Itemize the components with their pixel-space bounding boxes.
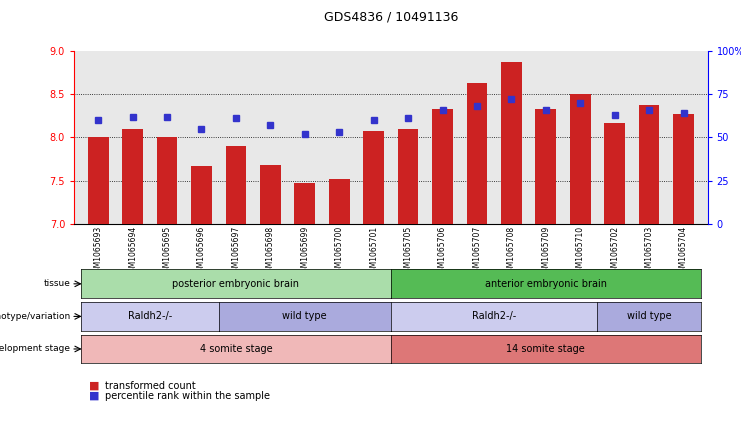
Bar <box>467 83 488 224</box>
Text: posterior embryonic brain: posterior embryonic brain <box>173 279 299 289</box>
Bar <box>501 62 522 224</box>
Bar <box>191 166 212 224</box>
Bar <box>432 109 453 224</box>
Bar <box>225 146 246 224</box>
Text: genotype/variation: genotype/variation <box>0 312 70 321</box>
Bar <box>674 114 694 224</box>
Bar <box>398 129 419 224</box>
Bar <box>157 137 177 224</box>
Text: tissue: tissue <box>44 279 70 288</box>
Bar <box>536 109 556 224</box>
Bar <box>605 123 625 224</box>
Text: GDS4836 / 10491136: GDS4836 / 10491136 <box>324 11 458 24</box>
Text: Raldh2-/-: Raldh2-/- <box>472 311 516 321</box>
Text: 14 somite stage: 14 somite stage <box>506 344 585 354</box>
Bar <box>88 137 108 224</box>
Text: wild type: wild type <box>627 311 671 321</box>
Text: ■: ■ <box>89 390 99 401</box>
Text: 4 somite stage: 4 somite stage <box>199 344 272 354</box>
Bar <box>329 179 350 224</box>
Text: transformed count: transformed count <box>105 381 196 391</box>
Text: wild type: wild type <box>282 311 327 321</box>
Text: Raldh2-/-: Raldh2-/- <box>127 311 172 321</box>
Text: anterior embryonic brain: anterior embryonic brain <box>485 279 607 289</box>
Bar <box>122 129 143 224</box>
Text: percentile rank within the sample: percentile rank within the sample <box>105 390 270 401</box>
Bar <box>570 94 591 224</box>
Bar <box>260 165 281 224</box>
Text: ■: ■ <box>89 381 99 391</box>
Text: development stage: development stage <box>0 344 70 354</box>
Bar <box>294 183 315 224</box>
Bar <box>639 105 659 224</box>
Bar <box>363 131 384 224</box>
